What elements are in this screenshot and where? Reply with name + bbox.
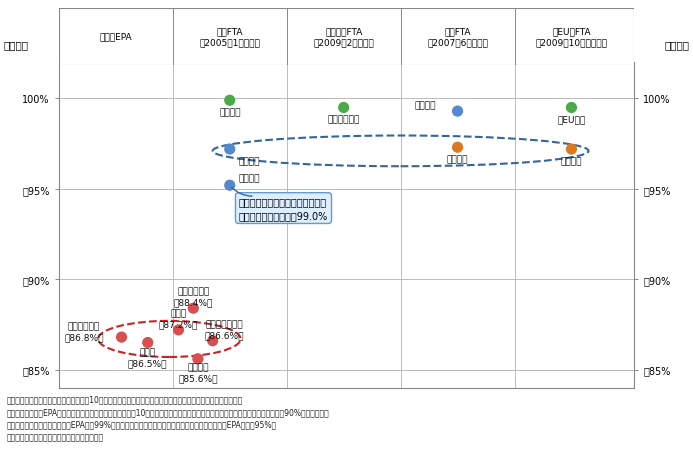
Point	[142, 339, 153, 346]
Point	[193, 355, 204, 363]
Text: 日インドネシア
（86.6%）: 日インドネシア （86.6%）	[204, 319, 244, 339]
Point	[173, 327, 184, 334]
Point	[225, 97, 236, 105]
Text: 自由化率: 自由化率	[665, 40, 690, 50]
Point	[225, 182, 236, 189]
Text: 自由化率: 自由化率	[3, 40, 28, 50]
Text: （ペルー側）: （ペルー側）	[328, 115, 360, 124]
Text: 但し、我が国のEPAについて、貿易額ベースの自由化率（10年以内に関税撤廃を行う品目が輸入額に占める割合）を見ると概ね90%以上を達成。: 但し、我が国のEPAについて、貿易額ベースの自由化率（10年以内に関税撤廃を行う…	[7, 407, 330, 416]
Point	[338, 105, 349, 112]
Text: （EU側）: （EU側）	[557, 115, 586, 124]
Text: （豪側）: （豪側）	[219, 108, 240, 117]
Text: 日本のEPA: 日本のEPA	[100, 33, 132, 41]
Point	[566, 105, 577, 112]
Text: 備考：本表は、品目ベースの自由化率（10年以内に関税撤廃を行う品目が全品目に占める割合）を示したもの。: 備考：本表は、品目ベースの自由化率（10年以内に関税撤廃を行う品目が全品目に占め…	[7, 395, 243, 404]
Text: （韓側）: （韓側）	[447, 155, 468, 164]
Text: ただし、将来的に実質的に自由化
されるものも含めれば99.0%: ただし、将来的に実質的に自由化 されるものも含めれば99.0%	[239, 197, 328, 221]
Point	[225, 146, 236, 153]
Point	[452, 144, 463, 152]
Text: 韓EU・FTA
（2009年10月仮署名）: 韓EU・FTA （2009年10月仮署名）	[536, 27, 608, 48]
Text: 日チリ
（86.5%）: 日チリ （86.5%）	[128, 347, 168, 367]
Text: 日ブルネイ及び日スイスとのEPAでは99%以上、日シンガポール、日マレーシア、日ベトナムとのEPAでは約95%。: 日ブルネイ及び日スイスとのEPAでは99%以上、日シンガポール、日マレーシア、日…	[7, 420, 277, 429]
Point	[116, 334, 127, 341]
Text: 米韓FTA
（2007年6月署名）: 米韓FTA （2007年6月署名）	[427, 27, 488, 48]
Text: 日フィリピン
（88.4%）: 日フィリピン （88.4%）	[174, 287, 213, 307]
Point	[452, 108, 463, 115]
Text: 日マレーシア
（86.8%）: 日マレーシア （86.8%）	[64, 322, 104, 342]
Text: 資料：内閣官房「開国フォーラム」から作成。: 資料：内閣官房「開国フォーラム」から作成。	[7, 433, 104, 442]
Text: 日スイス
（85.6%）: 日スイス （85.6%）	[178, 363, 218, 382]
Text: （米側）: （米側）	[415, 101, 437, 110]
Point	[566, 146, 577, 153]
Text: （米側）: （米側）	[239, 174, 261, 183]
Text: 米豪FTA
（2005年1月発効）: 米豪FTA （2005年1月発効）	[200, 27, 260, 48]
Text: （韓側）: （韓側）	[561, 157, 582, 166]
Text: 日タイ
（87.2%）: 日タイ （87.2%）	[159, 308, 198, 328]
Point	[188, 305, 199, 312]
Text: 米ペルーFTA
（2009年2月発効）: 米ペルーFTA （2009年2月発効）	[313, 27, 374, 48]
Text: （米側）: （米側）	[239, 157, 261, 166]
Point	[207, 337, 218, 345]
